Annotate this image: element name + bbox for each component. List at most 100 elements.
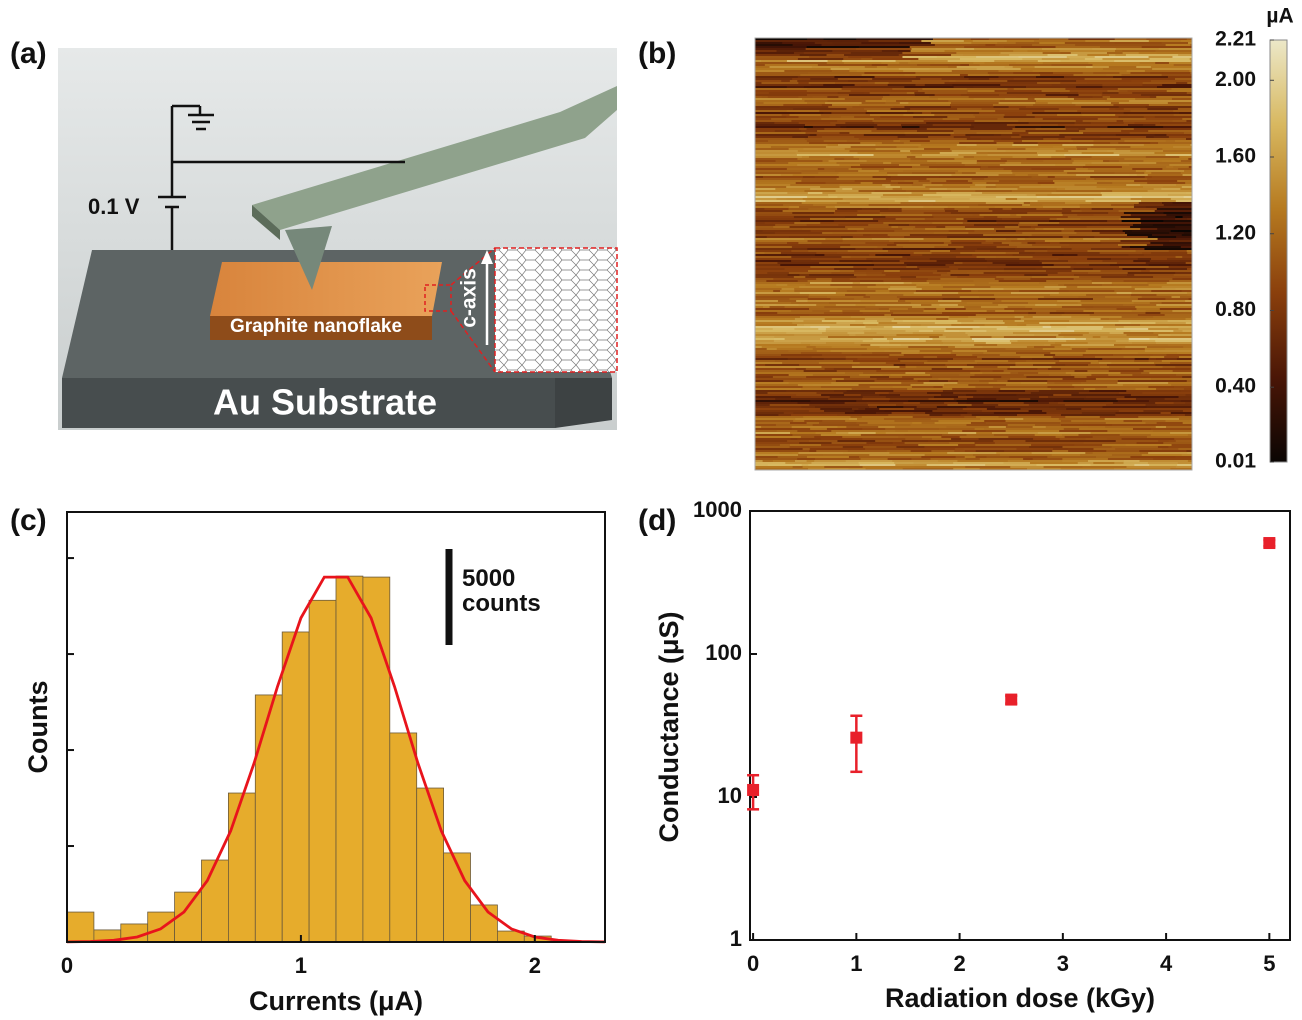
heatmap-texture — [1039, 396, 1048, 398]
heatmap-texture — [1112, 454, 1142, 456]
heatmap-texture — [842, 310, 860, 312]
heatmap-texture — [1173, 166, 1189, 168]
heatmap-texture — [861, 182, 874, 184]
heatmap-texture — [1112, 446, 1159, 448]
heatmap-texture — [1032, 234, 1087, 236]
heatmap-texture — [798, 454, 823, 456]
heatmap-texture — [767, 272, 789, 274]
heatmap-texture — [1110, 96, 1150, 98]
heatmap-texture — [755, 252, 765, 254]
heatmap-texture — [1012, 132, 1029, 134]
heatmap-texture — [994, 106, 1010, 108]
heatmap-texture — [1054, 382, 1081, 384]
heatmap-texture — [902, 248, 957, 250]
heatmap-texture — [904, 262, 954, 264]
heatmap-texture — [953, 392, 1001, 394]
heatmap-texture — [979, 312, 1028, 314]
heatmap-texture — [1102, 194, 1131, 196]
heatmap-texture — [1150, 242, 1192, 244]
heatmap-texture — [869, 444, 919, 446]
heatmap-texture — [974, 98, 1006, 100]
heatmap-texture — [1017, 414, 1061, 416]
heatmap-texture — [1158, 142, 1192, 144]
heatmap-texture — [1062, 412, 1082, 414]
heatmap-texture — [845, 226, 892, 228]
heatmap-texture — [1012, 190, 1057, 192]
heatmap-texture — [1002, 272, 1058, 274]
heatmap-texture — [1006, 384, 1041, 386]
heatmap-texture — [832, 442, 852, 444]
heatmap-texture — [937, 406, 967, 408]
heatmap-texture — [1136, 388, 1157, 390]
heatmap-texture — [1168, 320, 1193, 322]
heatmap-texture — [792, 246, 841, 248]
heatmap-texture — [755, 388, 802, 390]
heatmap-texture — [918, 90, 940, 92]
heatmap-texture — [961, 414, 973, 416]
heatmap-texture — [786, 390, 835, 392]
heatmap-texture — [1109, 370, 1144, 372]
heatmap-texture — [942, 434, 967, 436]
heatmap-texture — [930, 140, 977, 142]
heatmap-texture — [1131, 294, 1157, 296]
heatmap-texture — [1150, 240, 1170, 242]
heatmap-texture — [768, 96, 799, 98]
heatmap-texture — [755, 106, 780, 108]
heatmap-texture — [1145, 348, 1166, 350]
heatmap-texture — [863, 92, 870, 94]
heatmap-texture — [792, 426, 838, 428]
heatmap-texture — [930, 458, 966, 460]
heatmap-texture — [1093, 448, 1115, 450]
heatmap-texture — [963, 448, 1017, 450]
heatmap-texture — [802, 378, 833, 380]
heatmap-texture — [1011, 292, 1059, 294]
heatmap-texture — [986, 422, 1028, 424]
heatmap-texture — [1044, 466, 1083, 468]
heatmap-texture — [1024, 48, 1042, 50]
heatmap-texture — [1008, 360, 1026, 362]
heatmap-texture — [1003, 208, 1012, 210]
heatmap-texture — [1027, 346, 1035, 348]
heatmap-texture — [1141, 270, 1150, 272]
heatmap-texture — [755, 312, 778, 314]
heatmap-texture — [1004, 168, 1032, 170]
heatmap-texture — [1063, 378, 1097, 380]
heatmap-texture — [996, 246, 1017, 248]
heatmap-texture — [755, 90, 807, 92]
heatmap-texture — [1077, 148, 1088, 150]
heatmap-texture — [1061, 68, 1103, 70]
heatmap-texture — [1116, 394, 1131, 396]
heatmap-texture — [896, 404, 948, 406]
heatmap-texture — [995, 298, 1038, 300]
heatmap-texture — [821, 394, 844, 396]
heatmap-texture — [862, 168, 885, 170]
heatmap-texture — [755, 76, 798, 78]
heatmap-texture — [1145, 350, 1193, 352]
heatmap-texture — [1036, 312, 1050, 314]
heatmap-texture — [1018, 188, 1058, 190]
heatmap-texture — [926, 122, 975, 124]
heatmap-texture — [755, 218, 811, 220]
heatmap-texture — [1054, 400, 1064, 402]
heatmap-texture — [876, 284, 917, 286]
heatmap-texture — [873, 252, 914, 254]
heatmap-texture — [1036, 100, 1087, 102]
heatmap-texture — [1149, 104, 1193, 106]
heatmap-texture — [959, 374, 975, 376]
heatmap-texture — [816, 278, 832, 280]
heatmap-texture — [1016, 214, 1063, 216]
heatmap-texture — [1113, 284, 1149, 286]
heatmap-texture — [773, 226, 790, 228]
heatmap-texture — [787, 254, 816, 256]
bar — [309, 600, 336, 942]
plot-frame — [750, 511, 1290, 940]
heatmap-texture — [1166, 166, 1174, 168]
heatmap-texture — [1119, 266, 1161, 268]
heatmap-texture — [832, 104, 860, 106]
heatmap-texture — [1064, 284, 1102, 286]
heatmap-texture — [902, 376, 932, 378]
heatmap-texture — [755, 340, 774, 342]
heatmap-texture — [1076, 232, 1100, 234]
heatmap-texture — [769, 92, 811, 94]
